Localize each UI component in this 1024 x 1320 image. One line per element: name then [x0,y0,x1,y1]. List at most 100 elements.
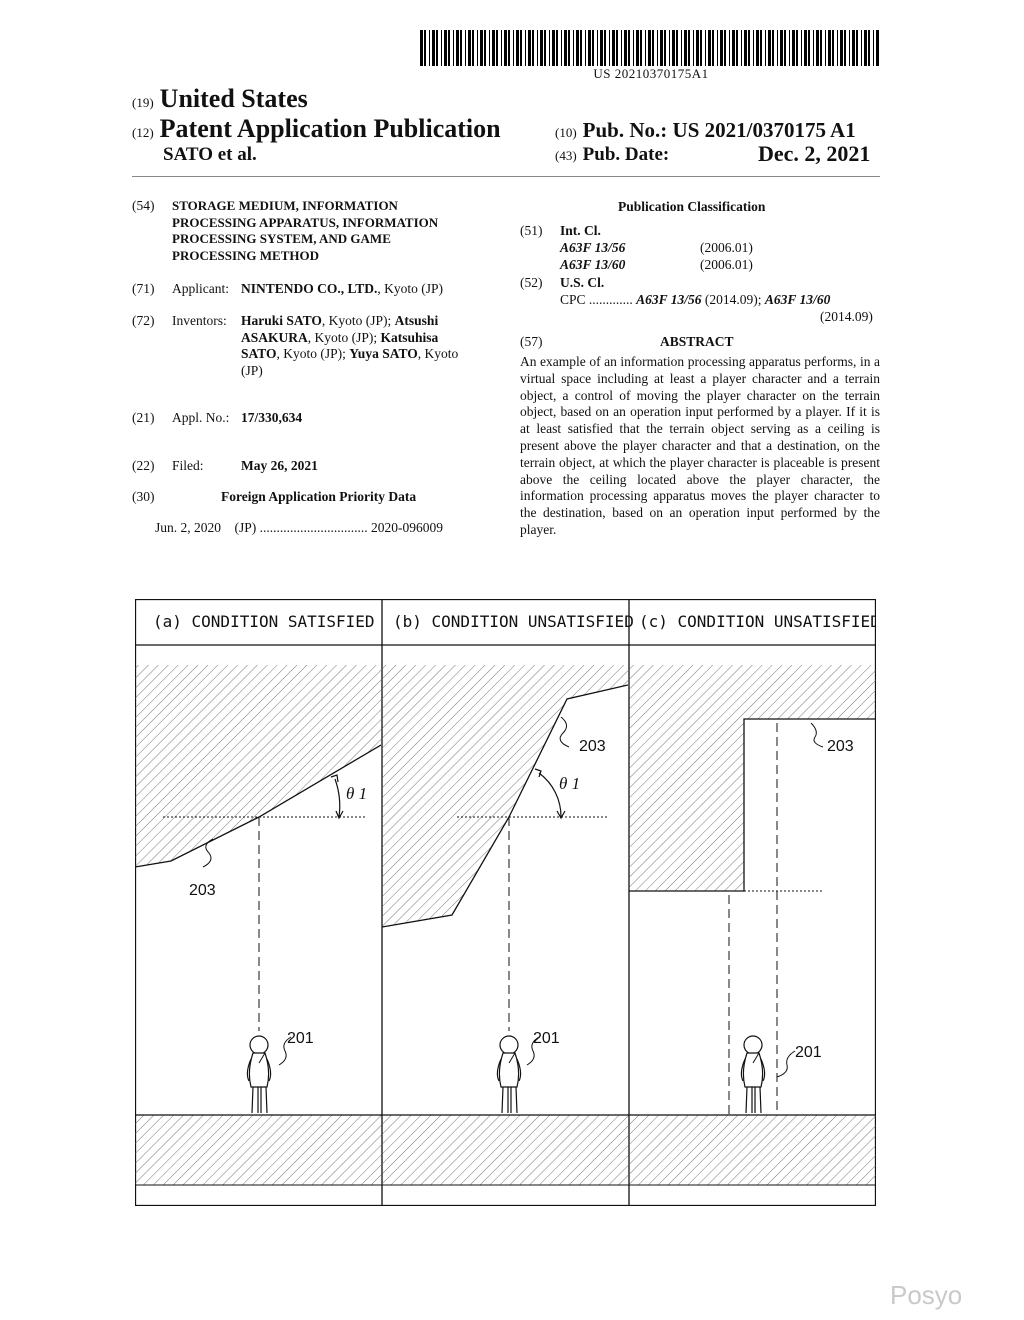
barcode-bar [808,30,810,66]
ground-terrain [135,1115,876,1185]
barcode-bar [597,30,598,66]
pub-date: Dec. 2, 2021 [758,141,871,166]
code-12: (12) [132,125,154,140]
arrowhead-icon [556,810,566,820]
foreign-priority-row: Jun. 2, 2020 (JP) ......................… [155,520,443,537]
country-line: (19) United States [132,84,308,114]
inventors-label: Inventors: [172,313,227,328]
barcode-bar [705,30,706,66]
appl-label: Appl. No.: [172,410,230,425]
barcode-bar [573,30,574,66]
barcode-bar [868,30,870,66]
barcode-bar [664,30,666,66]
ceiling-terrain [135,665,381,867]
barcode-bar [561,30,562,66]
inventor-name: Haruki SATO [241,313,322,328]
barcode-bar [873,30,874,66]
foreign-heading: Foreign Application Priority Data [221,489,417,504]
barcode-bar [856,30,858,66]
barcode-bar [861,30,862,66]
intcl-year-1: (2006.01) [700,240,753,255]
barcode-bar [760,30,762,66]
leader-line [202,838,214,868]
barcode-bar [501,30,502,66]
barcode-bar [693,30,694,66]
ceiling-edge [629,718,876,892]
panel-c-caption: (c) CONDITION UNSATISFIED [639,612,876,631]
foreign-country: (JP) [234,520,257,535]
barcode-bar [633,30,634,66]
arrowhead-icon [534,768,542,778]
barcode-bar [532,30,534,66]
barcode-bar [528,30,531,66]
barcode-bar [789,30,790,66]
inventors-line: Haruki SATO, Kyoto (JP); Atsushi [241,313,491,330]
barcode-bar [444,30,447,66]
barcode-number: US 20210370175A1 [593,66,709,81]
filed-label: Filed: [172,458,204,473]
figure-frame [135,599,876,1206]
ceiling-terrain [629,665,876,891]
cpc-year-1: (2014.09); [701,292,765,307]
panel-c: 203 201 [629,665,876,1115]
angle-label: θ 1 [346,784,367,803]
terrain-ref: 203 [827,738,854,755]
barcode-bar [492,30,495,66]
barcode-bar [801,30,802,66]
inventor-location: , Kyoto (JP); [321,313,395,328]
title-line: STORAGE MEDIUM, INFORMATION [172,198,398,213]
barcode-bar [436,30,438,66]
barcode-bar [556,30,558,66]
title-code: (54) [132,198,155,213]
barcode-bar [576,30,579,66]
barcode-bar [424,30,426,66]
barcode-bar [729,30,730,66]
cpc-code-2: A63F 13/60 [764,292,831,307]
barcode-bar [508,30,510,66]
intcl-code: (51) [520,223,543,238]
inventors-line: SATO, Kyoto (JP); Yuya SATO, Kyoto [241,346,491,363]
inventor-name: SATO [241,346,277,361]
barcode-bar [504,30,507,66]
title-line: PROCESSING APPARATUS, INFORMATION [172,214,439,230]
barcode-bar [796,30,798,66]
barcode-bar [460,30,462,66]
leader-line [559,716,570,748]
uscl-label: U.S. Cl. [560,275,605,290]
barcode-bar [688,30,690,66]
pub-number-line: (10) Pub. No.: US 2021/0370175 A1 [555,118,856,143]
barcode-bar [864,30,867,66]
angle-arc [334,778,341,818]
pub-date-label: Pub. Date: [582,144,670,165]
barcode-bar [657,30,658,66]
applicant: NINTENDO CO., LTD., Kyoto (JP) [241,281,443,298]
barcode-bar [732,30,735,66]
barcode-bar [472,30,474,66]
barcode-bar [768,30,771,66]
arrowhead-icon [330,774,339,783]
watermark: Posyo [890,1280,963,1310]
figure-drawing: (a) CONDITION SATISFIED (b) CONDITION UN… [135,599,876,1206]
leader-line [278,1036,292,1066]
abstract-text: An example of an information processing … [520,354,880,537]
inventor-location: , Kyoto [417,346,459,361]
applicant-label: Applicant: [172,281,229,296]
barcode-bar [780,30,783,66]
character-ref: 201 [287,1030,314,1047]
barcode-bar [520,30,522,66]
barcode-bar [792,30,795,66]
appl-code: (21) [132,410,155,425]
classification-heading: Publication Classification [618,199,766,214]
cpc-code-1: A63F 13/56 [636,292,702,307]
uscl-code: (52) [520,275,543,290]
barcode-bar [816,30,819,66]
barcode [420,30,879,66]
barcode-bar [564,30,567,66]
inventor-name: Atsushi [394,313,439,328]
intcl-year-2: (2006.01) [700,257,753,272]
title-line: PROCESSING METHOD [172,247,319,263]
barcode-bar [844,30,846,66]
barcode-bar [640,30,642,66]
barcode-bar [456,30,459,66]
barcode-bar [753,30,754,66]
